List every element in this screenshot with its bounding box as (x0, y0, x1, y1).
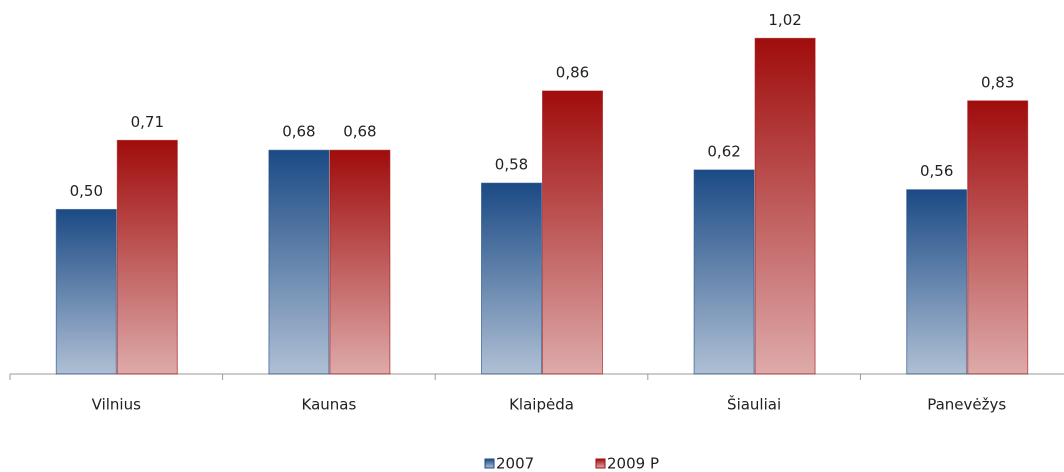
legend-swatch (595, 458, 606, 469)
bar (329, 149, 391, 375)
value-label: 0,58 (495, 156, 528, 174)
x-tick-label: Panevėžys (927, 396, 1006, 414)
legend-label: 2009 P (607, 455, 659, 472)
legend-label: 2007 (496, 455, 534, 472)
value-label: 0,50 (70, 182, 103, 200)
legend-swatch (484, 458, 495, 469)
value-label: 0,68 (343, 123, 376, 141)
bar (116, 139, 178, 375)
legend: 2007 2009 P (484, 455, 659, 472)
bar (268, 149, 330, 375)
x-tick-label: Kaunas (302, 396, 357, 414)
value-label: 0,62 (707, 142, 740, 160)
value-label: 0,56 (920, 162, 953, 180)
bar (542, 90, 603, 375)
value-label: 0,68 (282, 123, 315, 141)
value-label: 1,02 (768, 11, 801, 29)
bar (481, 182, 542, 375)
bar (754, 37, 816, 375)
bar (55, 208, 117, 375)
value-label: 0,86 (556, 63, 589, 81)
bar (967, 100, 1029, 375)
value-label: 0,83 (981, 73, 1014, 91)
x-tick-label: Šiauliai (727, 395, 781, 414)
x-tick-label: Klaipėda (509, 396, 574, 414)
x-tick-label: Vilnius (92, 396, 141, 414)
bar (693, 169, 755, 375)
value-label: 0,71 (131, 113, 164, 131)
bar (906, 189, 968, 375)
